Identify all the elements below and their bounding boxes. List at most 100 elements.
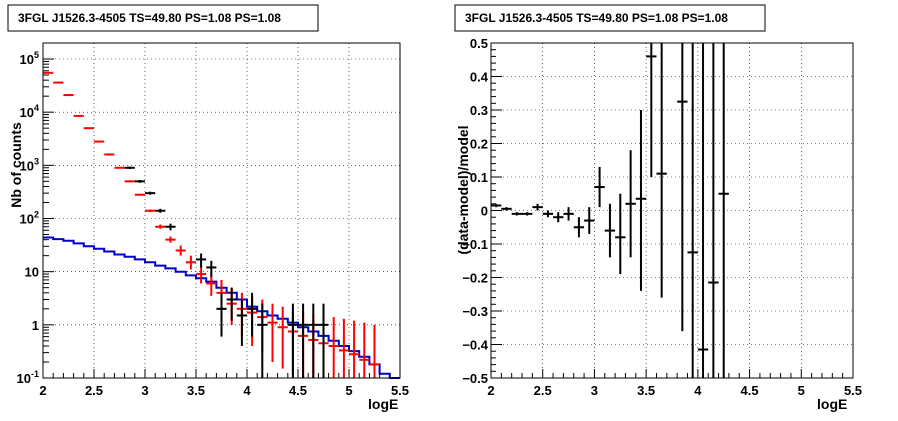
left-marks: [43, 71, 400, 379]
left-red-point: [43, 71, 54, 74]
right-y-tick-label: 0.2: [470, 137, 488, 152]
left-red-point: [114, 166, 125, 169]
left-black-point: [124, 166, 135, 170]
left-title-box: [7, 4, 319, 32]
right-panel: 3FGL J1526.3-4505 TS=49.80 PS=1.08 PS=1.…: [454, 4, 862, 412]
right-residual-point: [522, 212, 533, 216]
left-y-axis-label: Nb of counts: [8, 122, 24, 208]
left-red-point: [206, 274, 217, 296]
left-red-point: [175, 245, 186, 256]
left-x-tick-label: 2: [39, 383, 46, 398]
right-x-tick-label: 5.5: [844, 383, 862, 398]
right-residual-point: [532, 203, 543, 211]
left-red-point: [104, 153, 115, 156]
left-x-axis-label: logE: [368, 396, 398, 412]
right-residual-point: [491, 203, 502, 208]
left-x-tick-label: 3: [141, 383, 148, 398]
left-red-point: [63, 94, 74, 97]
left-chart-title: 3FGL J1526.3-4505 TS=49.80 PS=1.08 PS=1.…: [18, 11, 281, 25]
left-y-tick-label: 1: [32, 318, 39, 333]
left-red-point: [338, 318, 349, 378]
left-red-point: [155, 224, 166, 229]
left-x-tick-label: 5: [345, 383, 352, 398]
right-residual-point: [708, 43, 719, 378]
left-red-point: [359, 322, 370, 378]
left-red-point: [134, 193, 145, 196]
right-x-tick-label: 4: [694, 383, 702, 398]
right-y-axis-label: (data-model)/model: [455, 125, 471, 254]
left-red-point: [328, 317, 339, 378]
right-y-tick-label: 0.3: [470, 103, 488, 118]
right-y-tick-label: −0.2: [462, 271, 488, 286]
right-residual-point: [635, 110, 647, 291]
right-residual-point: [584, 207, 595, 234]
right-residual-point: [646, 43, 657, 177]
right-y-tick-label: −0.3: [462, 304, 488, 319]
left-black-point: [145, 191, 156, 195]
right-title-box: [454, 4, 766, 32]
left-y-tick-label: 102: [20, 210, 39, 227]
right-grid: [491, 43, 853, 378]
left-red-point: [369, 324, 380, 378]
left-black-point: [165, 223, 176, 231]
left-red-point: [349, 320, 360, 378]
right-chart-title: 3FGL J1526.3-4505 TS=49.80 PS=1.08 PS=1.…: [465, 11, 728, 25]
right-residual-point: [604, 203, 616, 258]
left-x-tick-label: 2.5: [85, 383, 103, 398]
left-black-point: [206, 260, 217, 277]
right-residual-point: [594, 166, 605, 208]
left-black-point: [134, 179, 145, 183]
left-red-point: [277, 306, 288, 369]
left-black-point: [236, 299, 247, 346]
left-black-point: [216, 292, 227, 337]
left-y-tick-label: 10: [25, 265, 39, 280]
right-x-tick-label: 3.5: [637, 383, 655, 398]
left-x-tick-label: 4.5: [289, 383, 307, 398]
right-x-tick-label: 3: [591, 383, 598, 398]
right-residual-point: [656, 43, 667, 298]
left-panel: 3FGL J1526.3-4505 TS=49.80 PS=1.08 PS=1.…: [7, 4, 410, 412]
right-x-axis-label: logE: [817, 396, 847, 412]
right-residual-point: [511, 212, 523, 216]
left-y-tick-label: 104: [20, 103, 39, 120]
right-x-tick-label: 4.5: [741, 383, 759, 398]
right-y-tick-label: −0.5: [462, 371, 488, 386]
left-black-point: [287, 303, 298, 378]
right-residual-point: [553, 212, 564, 223]
left-red-point: [94, 140, 105, 143]
left-y-tick-label: 10-1: [17, 369, 39, 386]
right-residual-point: [687, 43, 698, 378]
left-x-tick-label: 3.5: [187, 383, 205, 398]
right-x-tick-label: 2.5: [534, 383, 552, 398]
right-residual-point: [542, 210, 554, 218]
left-red-point: [165, 236, 176, 243]
right-residual-point: [615, 193, 626, 275]
right-residual-point: [563, 207, 574, 221]
left-black-point: [298, 303, 309, 378]
right-residual-point: [501, 207, 512, 211]
right-residual-point: [677, 43, 688, 332]
right-residual-point: [573, 217, 585, 238]
left-black-point: [318, 303, 329, 378]
right-y-tick-label: 0.1: [470, 170, 488, 185]
left-red-point: [267, 303, 278, 362]
right-x-tick-label: 5: [798, 383, 805, 398]
left-red-point: [145, 209, 156, 213]
left-black-point: [257, 303, 268, 378]
left-y-tick-label: 105: [20, 50, 39, 67]
right-ticks: 2 2.5 3 3.5 4 4.5 5 5.5 −0.5 −0.4 −0.3 −0.2 −0.1 0 0.1…: [462, 36, 862, 398]
right-y-tick-label: −0.4: [462, 338, 488, 353]
left-plot-frame: [42, 42, 401, 379]
right-y-tick-label: −0.1: [462, 237, 488, 252]
right-x-tick-label: 2: [487, 383, 494, 398]
left-red-point: [73, 114, 84, 117]
right-residual-point: [697, 43, 709, 378]
left-black-point: [226, 287, 237, 321]
left-red-point: [196, 265, 207, 284]
left-red-point: [185, 255, 196, 270]
right-y-tick-label: 0.5: [470, 36, 488, 51]
right-residual-point: [625, 150, 636, 258]
left-red-point: [53, 81, 64, 84]
